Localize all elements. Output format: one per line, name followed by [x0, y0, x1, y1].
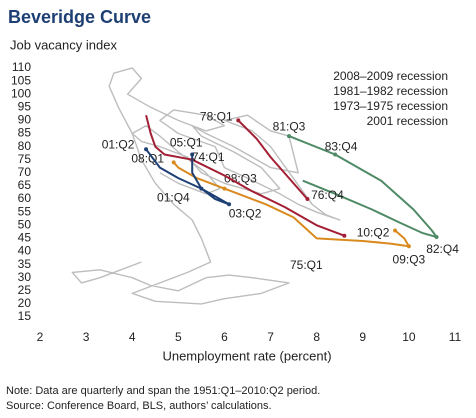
y-tick-label: 25 [18, 283, 32, 297]
point [236, 118, 241, 123]
legend-entry: 1973–1975 recession [333, 99, 448, 113]
point [333, 152, 338, 157]
point [406, 244, 411, 249]
point [199, 186, 204, 191]
y-tick-label: 80 [18, 139, 32, 153]
legend-entry: 2008–2009 recession [333, 69, 448, 83]
x-axis-title: Unemployment rate (percent) [162, 348, 331, 363]
point-label: 01:Q4 [157, 191, 190, 205]
point-label: 74:Q1 [192, 150, 225, 164]
chart-title: Beveridge Curve [8, 7, 151, 27]
y-tick-label: 55 [18, 204, 32, 218]
series-line [145, 148, 231, 206]
x-tick-label: 8 [313, 330, 320, 344]
point-label: 09:Q3 [393, 252, 426, 266]
x-tick-label: 7 [267, 330, 274, 344]
point [305, 197, 310, 202]
y-tick-label: 95 [18, 99, 32, 113]
x-tick-label: 11 [449, 330, 462, 344]
x-tick-label: 6 [221, 330, 228, 344]
note: Note: Data are quarterly and span the 19… [6, 385, 320, 397]
source: Source: Conference Board, BLS, authors’ … [6, 400, 272, 412]
y-tick-label: 75 [18, 152, 32, 166]
point [227, 202, 232, 207]
point [190, 152, 195, 157]
x-tick-label: 10 [402, 330, 416, 344]
point [222, 186, 227, 191]
y-tick-label: 45 [18, 231, 32, 245]
y-tick-label: 50 [18, 217, 32, 231]
y-tick-label: 35 [18, 257, 32, 271]
point [287, 134, 291, 139]
point-label: 81:Q3 [273, 119, 306, 133]
y-tick-label: 40 [18, 244, 32, 258]
y-tick-label: 65 [18, 178, 32, 192]
point-label: 76:Q4 [311, 188, 344, 202]
point-label: 01:Q2 [102, 137, 135, 151]
y-tick-label: 90 [18, 113, 32, 127]
x-tick-label: 9 [359, 330, 366, 344]
point-label: 75:Q1 [290, 258, 323, 272]
legend-entry: 2001 recession [367, 114, 448, 128]
point-label: 08:Q1 [131, 152, 164, 166]
point [171, 160, 176, 165]
point-label: 08:Q3 [224, 172, 257, 186]
point-label: 03:Q2 [229, 206, 262, 220]
y-axis-title: Job vacancy index [10, 37, 117, 52]
y-tick-label: 110 [12, 60, 31, 74]
y-tick-label: 15 [18, 309, 32, 323]
legend-entry: 1981–1982 recession [333, 84, 448, 98]
y-tick-label: 70 [18, 165, 32, 179]
y-tick-label: 85 [18, 126, 32, 140]
x-tick-label: 2 [37, 330, 44, 344]
point [434, 235, 439, 240]
point-label: 78:Q1 [200, 110, 233, 124]
x-tick-label: 4 [129, 330, 136, 344]
y-tick-label: 100 [11, 86, 31, 100]
point-label: 83:Q4 [325, 140, 358, 154]
history-line [71, 67, 341, 305]
point [342, 233, 347, 238]
point [393, 228, 398, 233]
point-label: 10:Q2 [357, 226, 390, 240]
y-tick-label: 20 [18, 296, 32, 310]
x-tick-label: 3 [83, 330, 90, 344]
point-label: 05:Q1 [170, 136, 203, 150]
point [144, 147, 149, 152]
x-tick-label: 5 [175, 330, 182, 344]
point-label: 82:Q4 [426, 242, 459, 256]
y-tick-label: 60 [18, 191, 32, 205]
series-line [145, 114, 345, 237]
y-tick-label: 105 [11, 73, 31, 87]
y-tick-label: 30 [18, 270, 32, 284]
